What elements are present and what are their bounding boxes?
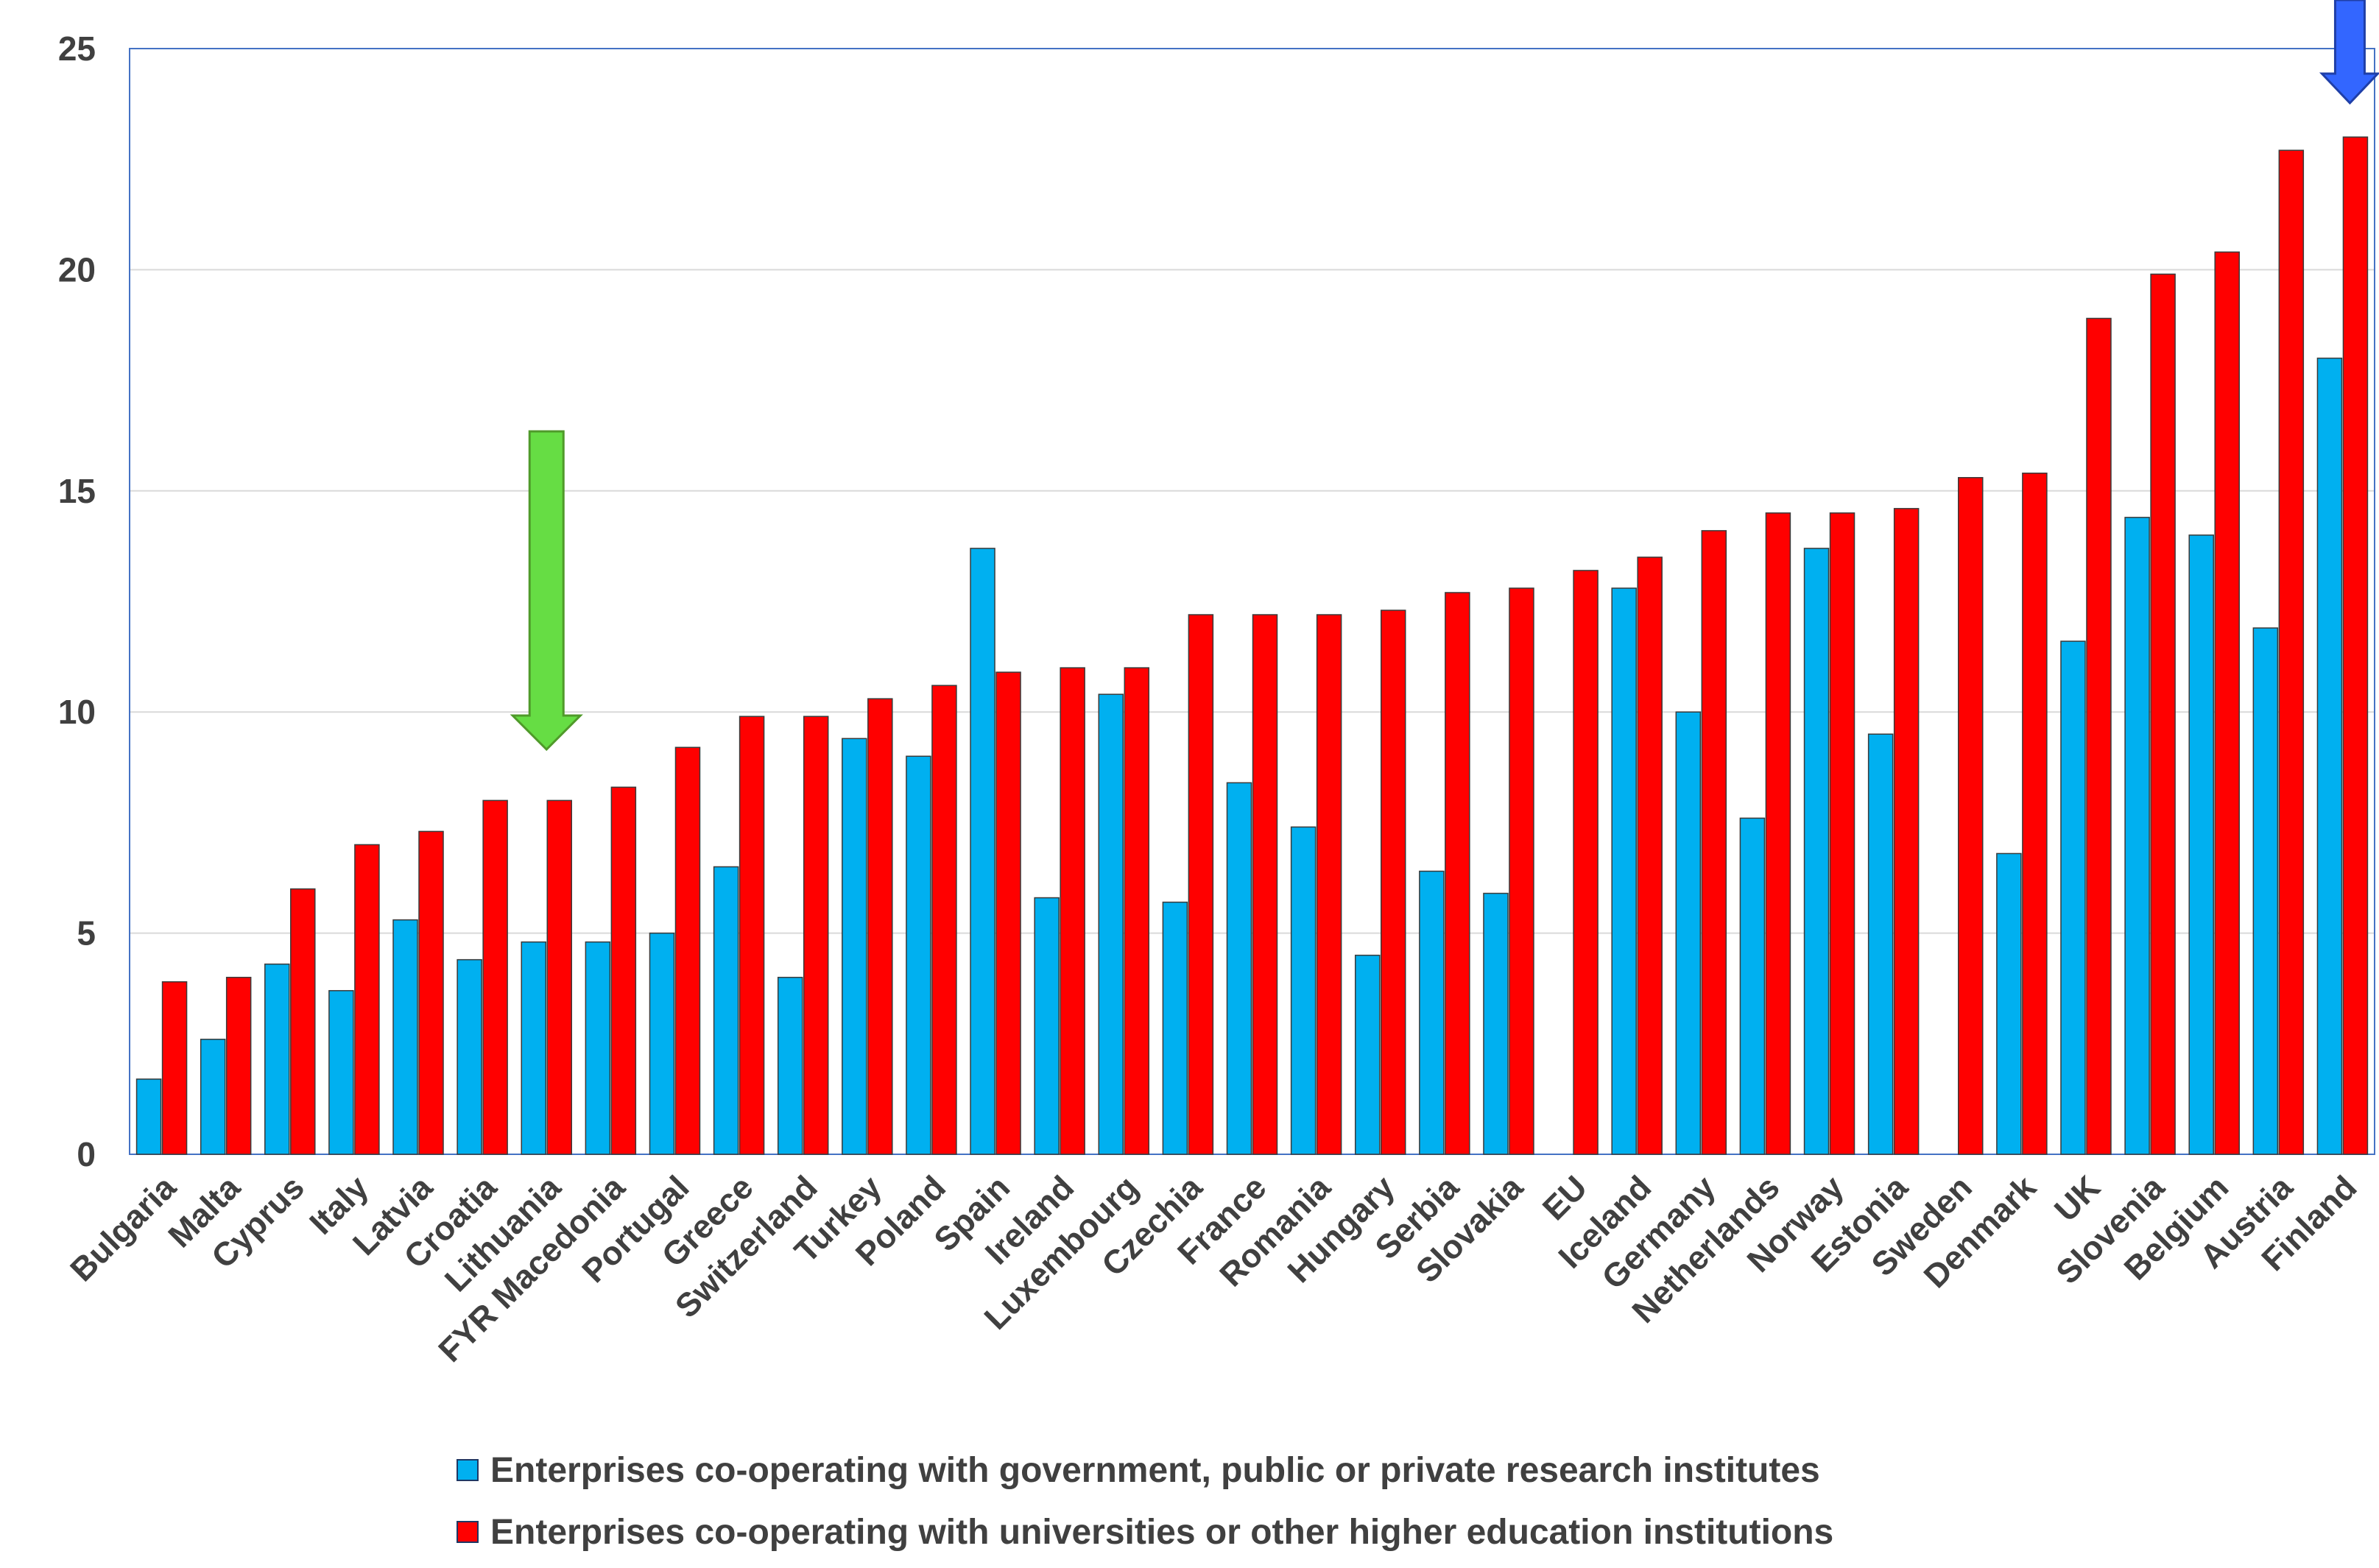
plot-area-border [129, 48, 2375, 1155]
bar-research-institutes [1290, 826, 1317, 1155]
bar-universities [2086, 317, 2112, 1155]
bar-universities [225, 976, 252, 1155]
bar-research-institutes [1226, 782, 1252, 1155]
bar-research-institutes [521, 941, 546, 1155]
bar-research-institutes [2060, 640, 2086, 1155]
y-axis-tick-labels: 0 5 10 15 20 25 [58, 29, 96, 1173]
bar-research-institutes [585, 941, 611, 1155]
bar-universities [482, 799, 508, 1155]
arrow-finland [2319, 0, 2379, 105]
bar-research-institutes [970, 548, 995, 1155]
bar-universities [2150, 273, 2176, 1155]
legend-label-research-institutes: Enterprises co-operating with government… [490, 1450, 1820, 1490]
bar-research-institutes [1419, 870, 1445, 1155]
bar-research-institutes [1354, 954, 1381, 1155]
bar-universities [1380, 610, 1406, 1155]
bar-research-institutes [392, 919, 418, 1155]
bar-universities [546, 799, 572, 1155]
bar-series [135, 136, 2369, 1155]
legend-item-universities: Enterprises co-operating with universiti… [457, 1501, 1833, 1563]
bar-universities [1573, 570, 1599, 1155]
bar-research-institutes [842, 738, 867, 1155]
bar-universities [2278, 149, 2305, 1155]
bar-universities [1958, 477, 1984, 1155]
y-tick-label: 0 [77, 1135, 96, 1173]
bar-universities [1509, 587, 1534, 1155]
bar-universities [290, 888, 316, 1155]
legend-item-research-institutes: Enterprises co-operating with government… [457, 1439, 1833, 1501]
bar-research-institutes [649, 932, 675, 1155]
bar-universities [2214, 251, 2240, 1155]
bar-research-institutes [264, 963, 290, 1155]
bar-research-institutes [457, 958, 482, 1155]
bar-universities [418, 830, 444, 1155]
bar-universities [1637, 557, 1663, 1155]
bar-universities [161, 981, 188, 1155]
bar-universities [931, 685, 957, 1155]
bar-universities [1316, 614, 1342, 1155]
bar-universities [1445, 592, 1470, 1155]
bar-universities [1188, 614, 1214, 1155]
bar-universities [610, 786, 637, 1155]
bar-universities [1252, 614, 1278, 1155]
bar-research-institutes [1162, 901, 1188, 1155]
bar-research-institutes [777, 976, 803, 1155]
bar-research-institutes [2124, 517, 2150, 1155]
bar-research-institutes [1098, 693, 1124, 1155]
bar-research-institutes [1611, 587, 1637, 1155]
bar-universities [995, 671, 1021, 1155]
legend: Enterprises co-operating with government… [457, 1439, 1833, 1563]
bar-research-institutes [135, 1078, 162, 1155]
bar-universities [867, 698, 893, 1155]
bar-research-institutes [2188, 534, 2214, 1155]
bar-universities [2022, 473, 2048, 1155]
y-tick-label: 10 [58, 693, 96, 731]
bar-research-institutes [200, 1039, 226, 1155]
bar-research-institutes [713, 866, 739, 1155]
bar-universities [1829, 512, 1855, 1155]
y-tick-label: 5 [77, 914, 96, 953]
legend-swatch-research-institutes [457, 1459, 479, 1481]
bar-research-institutes [1483, 892, 1509, 1155]
bar-research-institutes [906, 755, 931, 1155]
bar-research-institutes [1675, 711, 1702, 1155]
bar-universities [1060, 667, 1085, 1155]
bar-universities [739, 716, 765, 1155]
bar-research-institutes [1739, 817, 1766, 1155]
bar-research-institutes [2316, 357, 2343, 1155]
bar-universities [674, 746, 701, 1155]
bar-universities [354, 844, 380, 1155]
y-tick-label: 15 [58, 472, 96, 510]
bar-research-institutes [2252, 627, 2279, 1155]
bar-research-institutes [328, 989, 354, 1155]
bar-universities [1701, 530, 1727, 1155]
bar-research-institutes [1034, 897, 1060, 1155]
legend-label-universities: Enterprises co-operating with universiti… [490, 1512, 1834, 1552]
bar-research-institutes [1803, 548, 1830, 1155]
bar-universities [1765, 512, 1791, 1155]
annotation-arrows [510, 0, 2379, 752]
bar-research-institutes [1867, 733, 1894, 1155]
y-tick-label: 20 [58, 250, 96, 289]
bar-universities [2342, 136, 2369, 1155]
y-tick-label: 25 [58, 29, 96, 68]
legend-swatch-universities [457, 1521, 479, 1543]
bar-universities [1893, 508, 1920, 1155]
bar-universities [803, 716, 829, 1155]
arrow-lithuania [510, 430, 583, 752]
bar-universities [1124, 667, 1150, 1155]
x-axis-category-labels: BulgariaMaltaCyprusItalyLatviaCroatiaLit… [63, 1168, 2364, 1369]
bar-research-institutes [1996, 852, 2022, 1155]
